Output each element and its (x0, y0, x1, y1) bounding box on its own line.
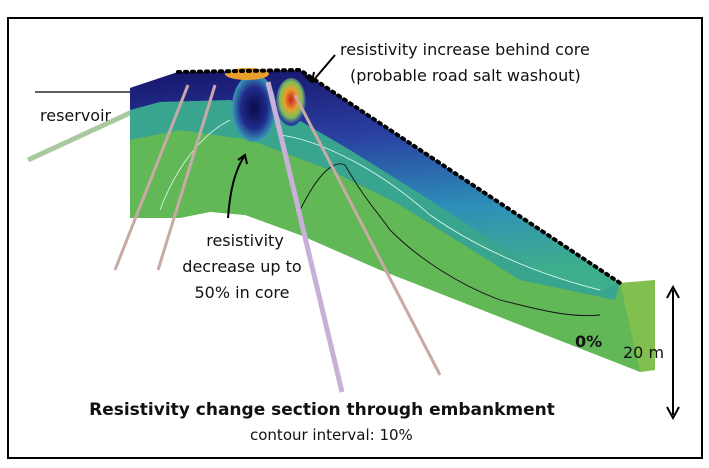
figure: resistivity increase behind core (probab… (0, 0, 709, 464)
scale-label: 20 m (623, 343, 664, 362)
annotation: 50% in core (195, 283, 290, 302)
contour-label: 0% (575, 332, 602, 351)
caption-subtitle: contour interval: 10% (250, 426, 413, 444)
caption-title: Resistivity change section through emban… (89, 400, 555, 420)
annotation: reservoir (40, 106, 112, 125)
annotation: (probable road salt washout) (350, 66, 581, 85)
annotation: decrease up to (182, 257, 301, 276)
annotation: resistivity increase behind core (340, 40, 590, 59)
annotation: resistivity (206, 231, 284, 250)
core-increase (276, 78, 306, 126)
